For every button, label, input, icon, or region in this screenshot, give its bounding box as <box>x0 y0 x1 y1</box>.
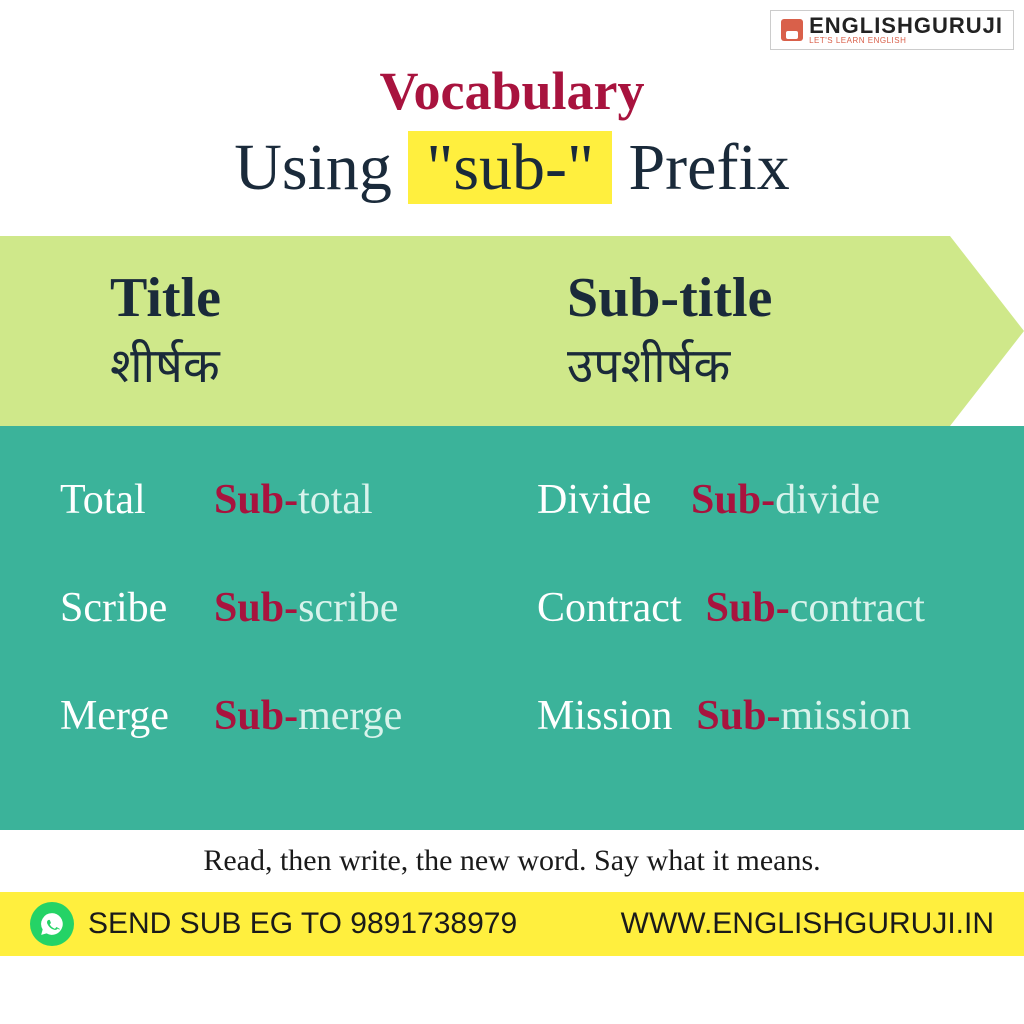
word-pair: Total Sub-total <box>60 476 507 524</box>
footer: SEND SUB EG TO 9891738979 WWW.ENGLISHGUR… <box>0 892 1024 956</box>
prefixed-word: Sub-divide <box>691 476 880 524</box>
arrow-band: Title शीर्षक Sub-title उपशीर्षक <box>0 236 1024 426</box>
prefix: Sub- <box>696 693 780 739</box>
word-pair: Merge Sub-merge <box>60 692 507 740</box>
header-pre: Using <box>234 131 408 204</box>
rest: scribe <box>298 585 398 631</box>
base-word: Mission <box>537 692 672 740</box>
arrow-col1-hi: शीर्षक <box>110 332 567 397</box>
prefix: Sub- <box>706 585 790 631</box>
footer-left-text: SEND SUB EG TO 9891738979 <box>88 907 517 941</box>
word-pair: Contract Sub-contract <box>537 584 984 632</box>
base-word: Scribe <box>60 584 190 632</box>
header-highlight: "sub-" <box>408 131 612 204</box>
base-word: Total <box>60 476 190 524</box>
prefix: Sub- <box>214 477 298 523</box>
logo-main-text: ENGLISHGURUJI <box>809 15 1003 37</box>
word-pair: Divide Sub-divide <box>537 476 984 524</box>
prefixed-word: Sub-scribe <box>214 584 398 632</box>
arrow-col2-hi: उपशीर्षक <box>567 332 1024 397</box>
base-word: Contract <box>537 584 682 632</box>
prefixed-word: Sub-contract <box>706 584 925 632</box>
arrow-col-right: Sub-title उपशीर्षक <box>567 266 1024 397</box>
arrow-col1-en: Title <box>110 266 567 330</box>
arrow-col2-en: Sub-title <box>567 266 1024 330</box>
rest: merge <box>298 693 402 739</box>
header-post: Prefix <box>612 131 790 204</box>
word-pair: Mission Sub-mission <box>537 692 984 740</box>
word-pair: Scribe Sub-scribe <box>60 584 507 632</box>
prefix: Sub- <box>214 693 298 739</box>
brand-logo: ENGLISHGURUJI LET'S LEARN ENGLISH <box>770 10 1014 50</box>
rest: contract <box>790 585 925 631</box>
instruction: Read, then write, the new word. Say what… <box>0 830 1024 892</box>
logo-tagline: LET'S LEARN ENGLISH <box>809 37 1003 45</box>
base-word: Divide <box>537 476 667 524</box>
base-word: Merge <box>60 692 190 740</box>
logo-icon <box>781 19 803 41</box>
rest: total <box>298 477 373 523</box>
whatsapp-icon <box>30 902 74 946</box>
header-line: Using "sub-" Prefix <box>0 130 1024 206</box>
rest: mission <box>780 693 911 739</box>
prefixed-word: Sub-mission <box>696 692 911 740</box>
arrow-col-left: Title शीर्षक <box>110 266 567 397</box>
footer-left: SEND SUB EG TO 9891738979 <box>30 902 517 946</box>
footer-right-text: WWW.ENGLISHGURUJI.IN <box>621 907 994 941</box>
rest: divide <box>775 477 880 523</box>
content-block: Total Sub-total Divide Sub-divide Scribe… <box>0 426 1024 830</box>
header-vocab: Vocabulary <box>0 60 1024 122</box>
prefix: Sub- <box>691 477 775 523</box>
prefixed-word: Sub-merge <box>214 692 402 740</box>
prefixed-word: Sub-total <box>214 476 373 524</box>
prefix: Sub- <box>214 585 298 631</box>
